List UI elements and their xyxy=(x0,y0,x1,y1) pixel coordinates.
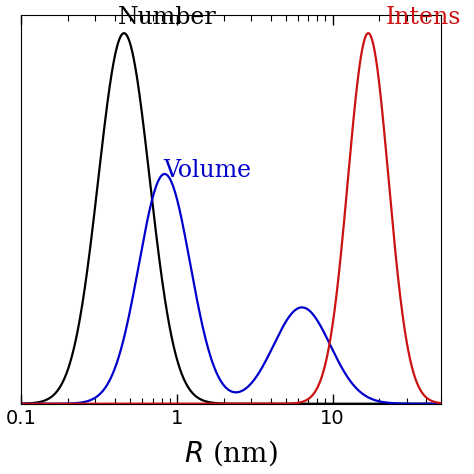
Text: Volume: Volume xyxy=(164,159,252,182)
Text: Number: Number xyxy=(118,7,217,29)
X-axis label: $R$ (nm): $R$ (nm) xyxy=(184,439,278,468)
Text: Intens: Intens xyxy=(386,7,461,29)
